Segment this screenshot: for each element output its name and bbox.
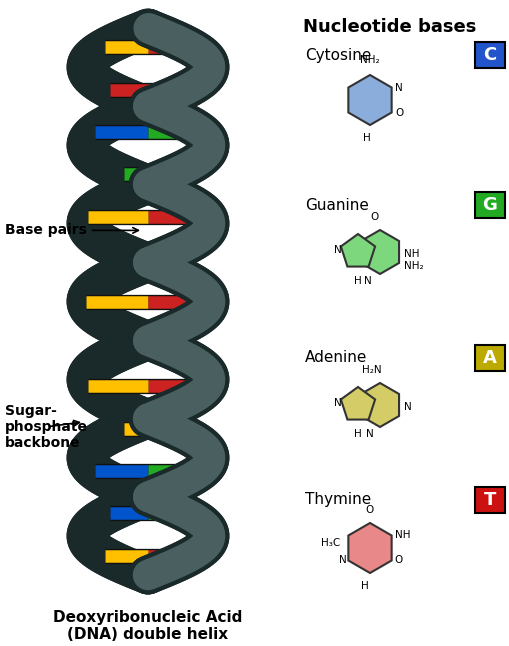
Polygon shape (360, 230, 398, 274)
Text: Cytosine: Cytosine (304, 48, 371, 63)
Polygon shape (348, 75, 391, 125)
Text: H: H (360, 581, 368, 591)
Text: N: N (363, 276, 371, 286)
Text: Deoxyribonucleic Acid
(DNA) double helix: Deoxyribonucleic Acid (DNA) double helix (53, 610, 242, 642)
Text: C: C (483, 46, 496, 64)
Text: N: N (333, 245, 342, 255)
Polygon shape (348, 523, 391, 573)
Text: O: O (370, 212, 378, 222)
Text: G: G (482, 196, 496, 214)
Polygon shape (360, 383, 398, 427)
FancyBboxPatch shape (474, 487, 504, 513)
Text: NH: NH (403, 249, 419, 259)
Text: H: H (353, 276, 361, 286)
Text: N: N (365, 429, 373, 439)
Text: H: H (353, 429, 361, 439)
Text: O: O (395, 107, 403, 118)
Text: Base pairs: Base pairs (5, 224, 138, 237)
Text: Nucleotide bases: Nucleotide bases (303, 18, 476, 36)
Text: Sugar-
phosphate
backbone: Sugar- phosphate backbone (5, 404, 88, 450)
Text: NH: NH (394, 530, 409, 541)
Polygon shape (340, 387, 375, 419)
Text: N: N (403, 402, 411, 412)
FancyBboxPatch shape (474, 192, 504, 218)
FancyBboxPatch shape (474, 345, 504, 371)
Text: NH₂: NH₂ (359, 55, 379, 65)
Text: NH₂: NH₂ (403, 261, 423, 271)
Text: H₂N: H₂N (361, 365, 381, 375)
Text: N: N (394, 83, 402, 92)
Text: A: A (482, 349, 496, 367)
Text: Guanine: Guanine (304, 198, 368, 213)
Text: N: N (333, 398, 342, 408)
Text: O: O (394, 556, 402, 565)
Text: H: H (362, 133, 370, 143)
Text: N: N (338, 556, 346, 565)
Polygon shape (340, 234, 375, 267)
Text: H₃C: H₃C (320, 538, 340, 548)
Text: T: T (483, 491, 495, 509)
Text: Thymine: Thymine (304, 492, 371, 508)
Text: O: O (365, 505, 374, 515)
Text: Adenine: Adenine (304, 351, 366, 366)
FancyBboxPatch shape (474, 42, 504, 68)
